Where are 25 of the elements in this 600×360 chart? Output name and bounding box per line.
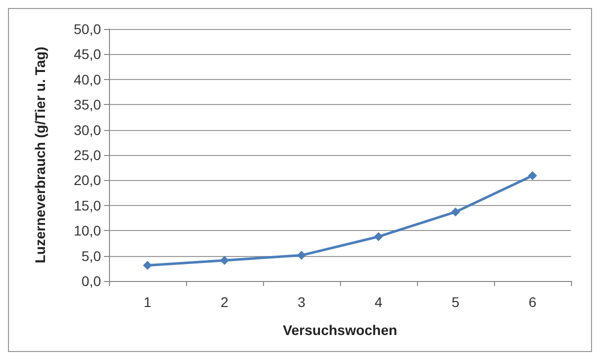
y-tick-label: 35,0 [74,96,102,113]
y-tick-label: 20,0 [74,172,102,188]
y-tick-label: 45,0 [74,46,102,62]
point [220,256,229,265]
y-tick-label: 40,0 [74,71,102,88]
y-tick-label: 50,0 [74,21,102,37]
point [143,260,152,270]
x-tick-label: 5 [452,294,460,310]
x-axis-title: Versuchswochen [282,322,398,338]
x-tick-label: 1 [144,294,152,310]
x-tick-label: 6 [528,294,537,310]
y-tick-label: 30,0 [74,122,102,138]
y-tick-label: 0,0 [82,273,102,289]
y-tick-label: 10,0 [74,222,102,239]
point [451,207,460,216]
point [528,171,537,180]
x-tick-label: 2 [220,294,229,310]
point [297,250,306,260]
y-tick-label: 15,0 [74,197,102,214]
x-tick-label: 4 [374,294,383,310]
y-tick-label: 5,0 [82,248,102,264]
point [374,232,383,242]
y-axis-title: Luzerneverbrauch (g/Tier u. Tag) [32,46,48,264]
y-tick-label: 25,0 [74,147,102,163]
x-tick-label: 3 [298,294,306,310]
